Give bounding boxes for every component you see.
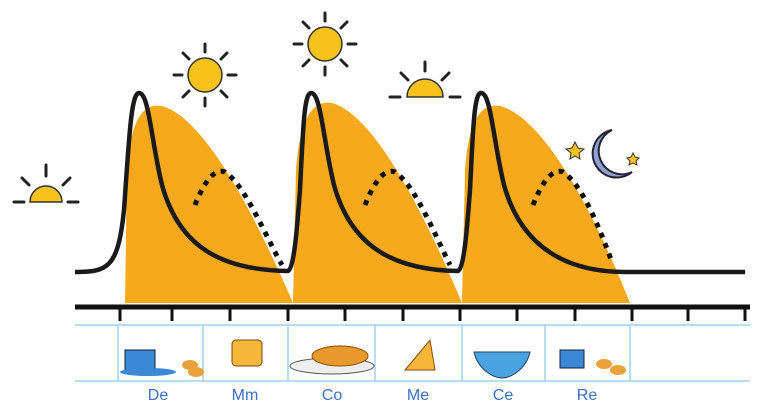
meal-label: Re [577, 387, 598, 404]
time-axis [75, 304, 750, 321]
meal-label: De [148, 387, 169, 404]
meal-label: Co [322, 387, 343, 404]
meal-row [75, 324, 750, 382]
meal-icons [120, 338, 626, 379]
dotted-curves [192, 168, 615, 267]
meal-label: Mm [232, 387, 259, 404]
meal-label: Me [407, 387, 429, 404]
meal-label: Ce [493, 387, 514, 404]
sun-rising [12, 163, 80, 204]
sun-noon [292, 11, 358, 77]
sun-morning [172, 42, 238, 108]
energy-humps [125, 102, 630, 304]
moon [564, 129, 640, 179]
sun-setting [388, 60, 462, 99]
glucose-curve [74, 90, 745, 275]
